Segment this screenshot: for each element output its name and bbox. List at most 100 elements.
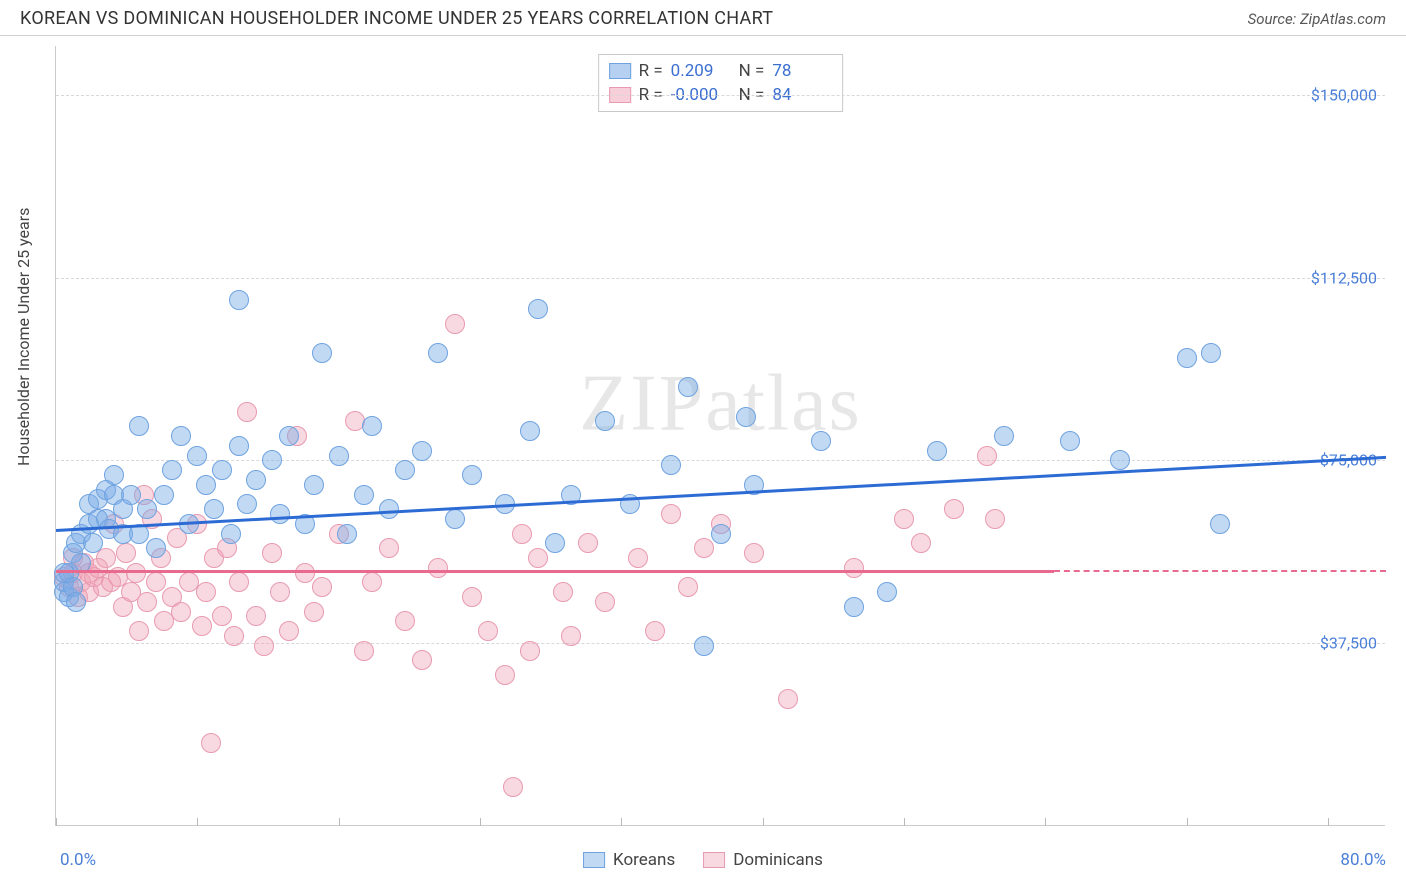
point-dominicans bbox=[894, 509, 914, 529]
chart-container: Householder Income Under 25 years ZIPatl… bbox=[0, 36, 1406, 876]
x-tick bbox=[904, 818, 905, 826]
point-dominicans bbox=[503, 777, 523, 797]
point-dominicans bbox=[279, 621, 299, 641]
point-dominicans bbox=[628, 548, 648, 568]
point-koreans bbox=[104, 465, 124, 485]
point-dominicans bbox=[192, 616, 212, 636]
point-koreans bbox=[694, 636, 714, 656]
chart-title: KOREAN VS DOMINICAN HOUSEHOLDER INCOME U… bbox=[20, 8, 773, 29]
point-dominicans bbox=[129, 621, 149, 641]
point-koreans bbox=[354, 485, 374, 505]
point-dominicans bbox=[661, 504, 681, 524]
point-dominicans bbox=[645, 621, 665, 641]
point-dominicans bbox=[137, 592, 157, 612]
plot-area: ZIPatlas R = 0.209 N = 78 R = -0.000 N =… bbox=[55, 46, 1385, 826]
point-dominicans bbox=[985, 509, 1005, 529]
point-dominicans bbox=[694, 538, 714, 558]
point-koreans bbox=[279, 426, 299, 446]
x-tick bbox=[339, 818, 340, 826]
gridline-h bbox=[56, 95, 1385, 96]
legend-label-dominicans: Dominicans bbox=[733, 850, 823, 870]
point-koreans bbox=[445, 509, 465, 529]
point-dominicans bbox=[911, 533, 931, 553]
point-koreans bbox=[121, 485, 141, 505]
chart-source: Source: ZipAtlas.com bbox=[1248, 10, 1386, 28]
point-dominicans bbox=[778, 689, 798, 709]
point-koreans bbox=[844, 597, 864, 617]
n-label: N = bbox=[739, 61, 765, 81]
point-dominicans bbox=[270, 582, 290, 602]
point-koreans bbox=[1201, 343, 1221, 363]
point-koreans bbox=[1177, 348, 1197, 368]
y-tick-label: $112,500 bbox=[1311, 268, 1377, 287]
point-dominicans bbox=[354, 641, 374, 661]
point-koreans bbox=[129, 416, 149, 436]
x-tick bbox=[1045, 818, 1046, 826]
point-dominicans bbox=[116, 543, 136, 563]
point-koreans bbox=[877, 582, 897, 602]
point-koreans bbox=[811, 431, 831, 451]
y-tick-label: $150,000 bbox=[1311, 85, 1377, 104]
correlation-legend: R = 0.209 N = 78 R = -0.000 N = 84 bbox=[598, 54, 844, 112]
trendline-dominicans-ext bbox=[1054, 570, 1387, 572]
point-koreans bbox=[229, 436, 249, 456]
x-tick bbox=[197, 818, 198, 826]
point-dominicans bbox=[744, 543, 764, 563]
point-koreans bbox=[1110, 450, 1130, 470]
point-koreans bbox=[337, 524, 357, 544]
point-dominicans bbox=[977, 446, 997, 466]
point-koreans bbox=[545, 533, 565, 553]
point-koreans bbox=[412, 441, 432, 461]
legend-item-koreans: Koreans bbox=[583, 850, 675, 870]
point-dominicans bbox=[312, 577, 332, 597]
point-dominicans bbox=[212, 606, 232, 626]
chart-header: KOREAN VS DOMINICAN HOUSEHOLDER INCOME U… bbox=[0, 0, 1406, 36]
point-dominicans bbox=[196, 582, 216, 602]
x-tick bbox=[56, 818, 57, 826]
point-koreans bbox=[196, 475, 216, 495]
x-tick bbox=[1328, 818, 1329, 826]
point-dominicans bbox=[553, 582, 573, 602]
r-label: R = bbox=[639, 61, 663, 81]
point-koreans bbox=[229, 290, 249, 310]
point-koreans bbox=[395, 460, 415, 480]
point-koreans bbox=[204, 499, 224, 519]
point-koreans bbox=[246, 470, 266, 490]
point-dominicans bbox=[445, 314, 465, 334]
legend-row-koreans: R = 0.209 N = 78 bbox=[609, 59, 833, 83]
point-koreans bbox=[221, 524, 241, 544]
point-dominicans bbox=[520, 641, 540, 661]
point-koreans bbox=[528, 299, 548, 319]
point-koreans bbox=[66, 592, 86, 612]
point-dominicans bbox=[254, 636, 274, 656]
x-tick bbox=[1187, 818, 1188, 826]
point-koreans bbox=[927, 441, 947, 461]
point-dominicans bbox=[561, 626, 581, 646]
point-dominicans bbox=[412, 650, 432, 670]
point-dominicans bbox=[395, 611, 415, 631]
point-koreans bbox=[312, 343, 332, 363]
point-koreans bbox=[304, 475, 324, 495]
x-axis-min-label: 0.0% bbox=[60, 850, 96, 870]
point-koreans bbox=[83, 533, 103, 553]
point-dominicans bbox=[229, 572, 249, 592]
legend-item-dominicans: Dominicans bbox=[703, 850, 823, 870]
x-axis-max-label: 80.0% bbox=[1340, 850, 1386, 870]
point-dominicans bbox=[462, 587, 482, 607]
point-dominicans bbox=[512, 524, 532, 544]
y-tick-label: $37,500 bbox=[1320, 634, 1377, 653]
n-value-koreans: 78 bbox=[772, 61, 832, 81]
x-tick bbox=[763, 818, 764, 826]
swatch-koreans-icon bbox=[583, 852, 605, 868]
point-dominicans bbox=[428, 558, 448, 578]
x-tick bbox=[621, 818, 622, 826]
point-dominicans bbox=[578, 533, 598, 553]
point-koreans bbox=[329, 446, 349, 466]
point-dominicans bbox=[201, 733, 221, 753]
point-koreans bbox=[379, 499, 399, 519]
gridline-h bbox=[56, 460, 1385, 461]
point-dominicans bbox=[246, 606, 266, 626]
y-axis-title: Householder Income Under 25 years bbox=[14, 208, 33, 466]
point-dominicans bbox=[304, 602, 324, 622]
point-koreans bbox=[1210, 514, 1230, 534]
